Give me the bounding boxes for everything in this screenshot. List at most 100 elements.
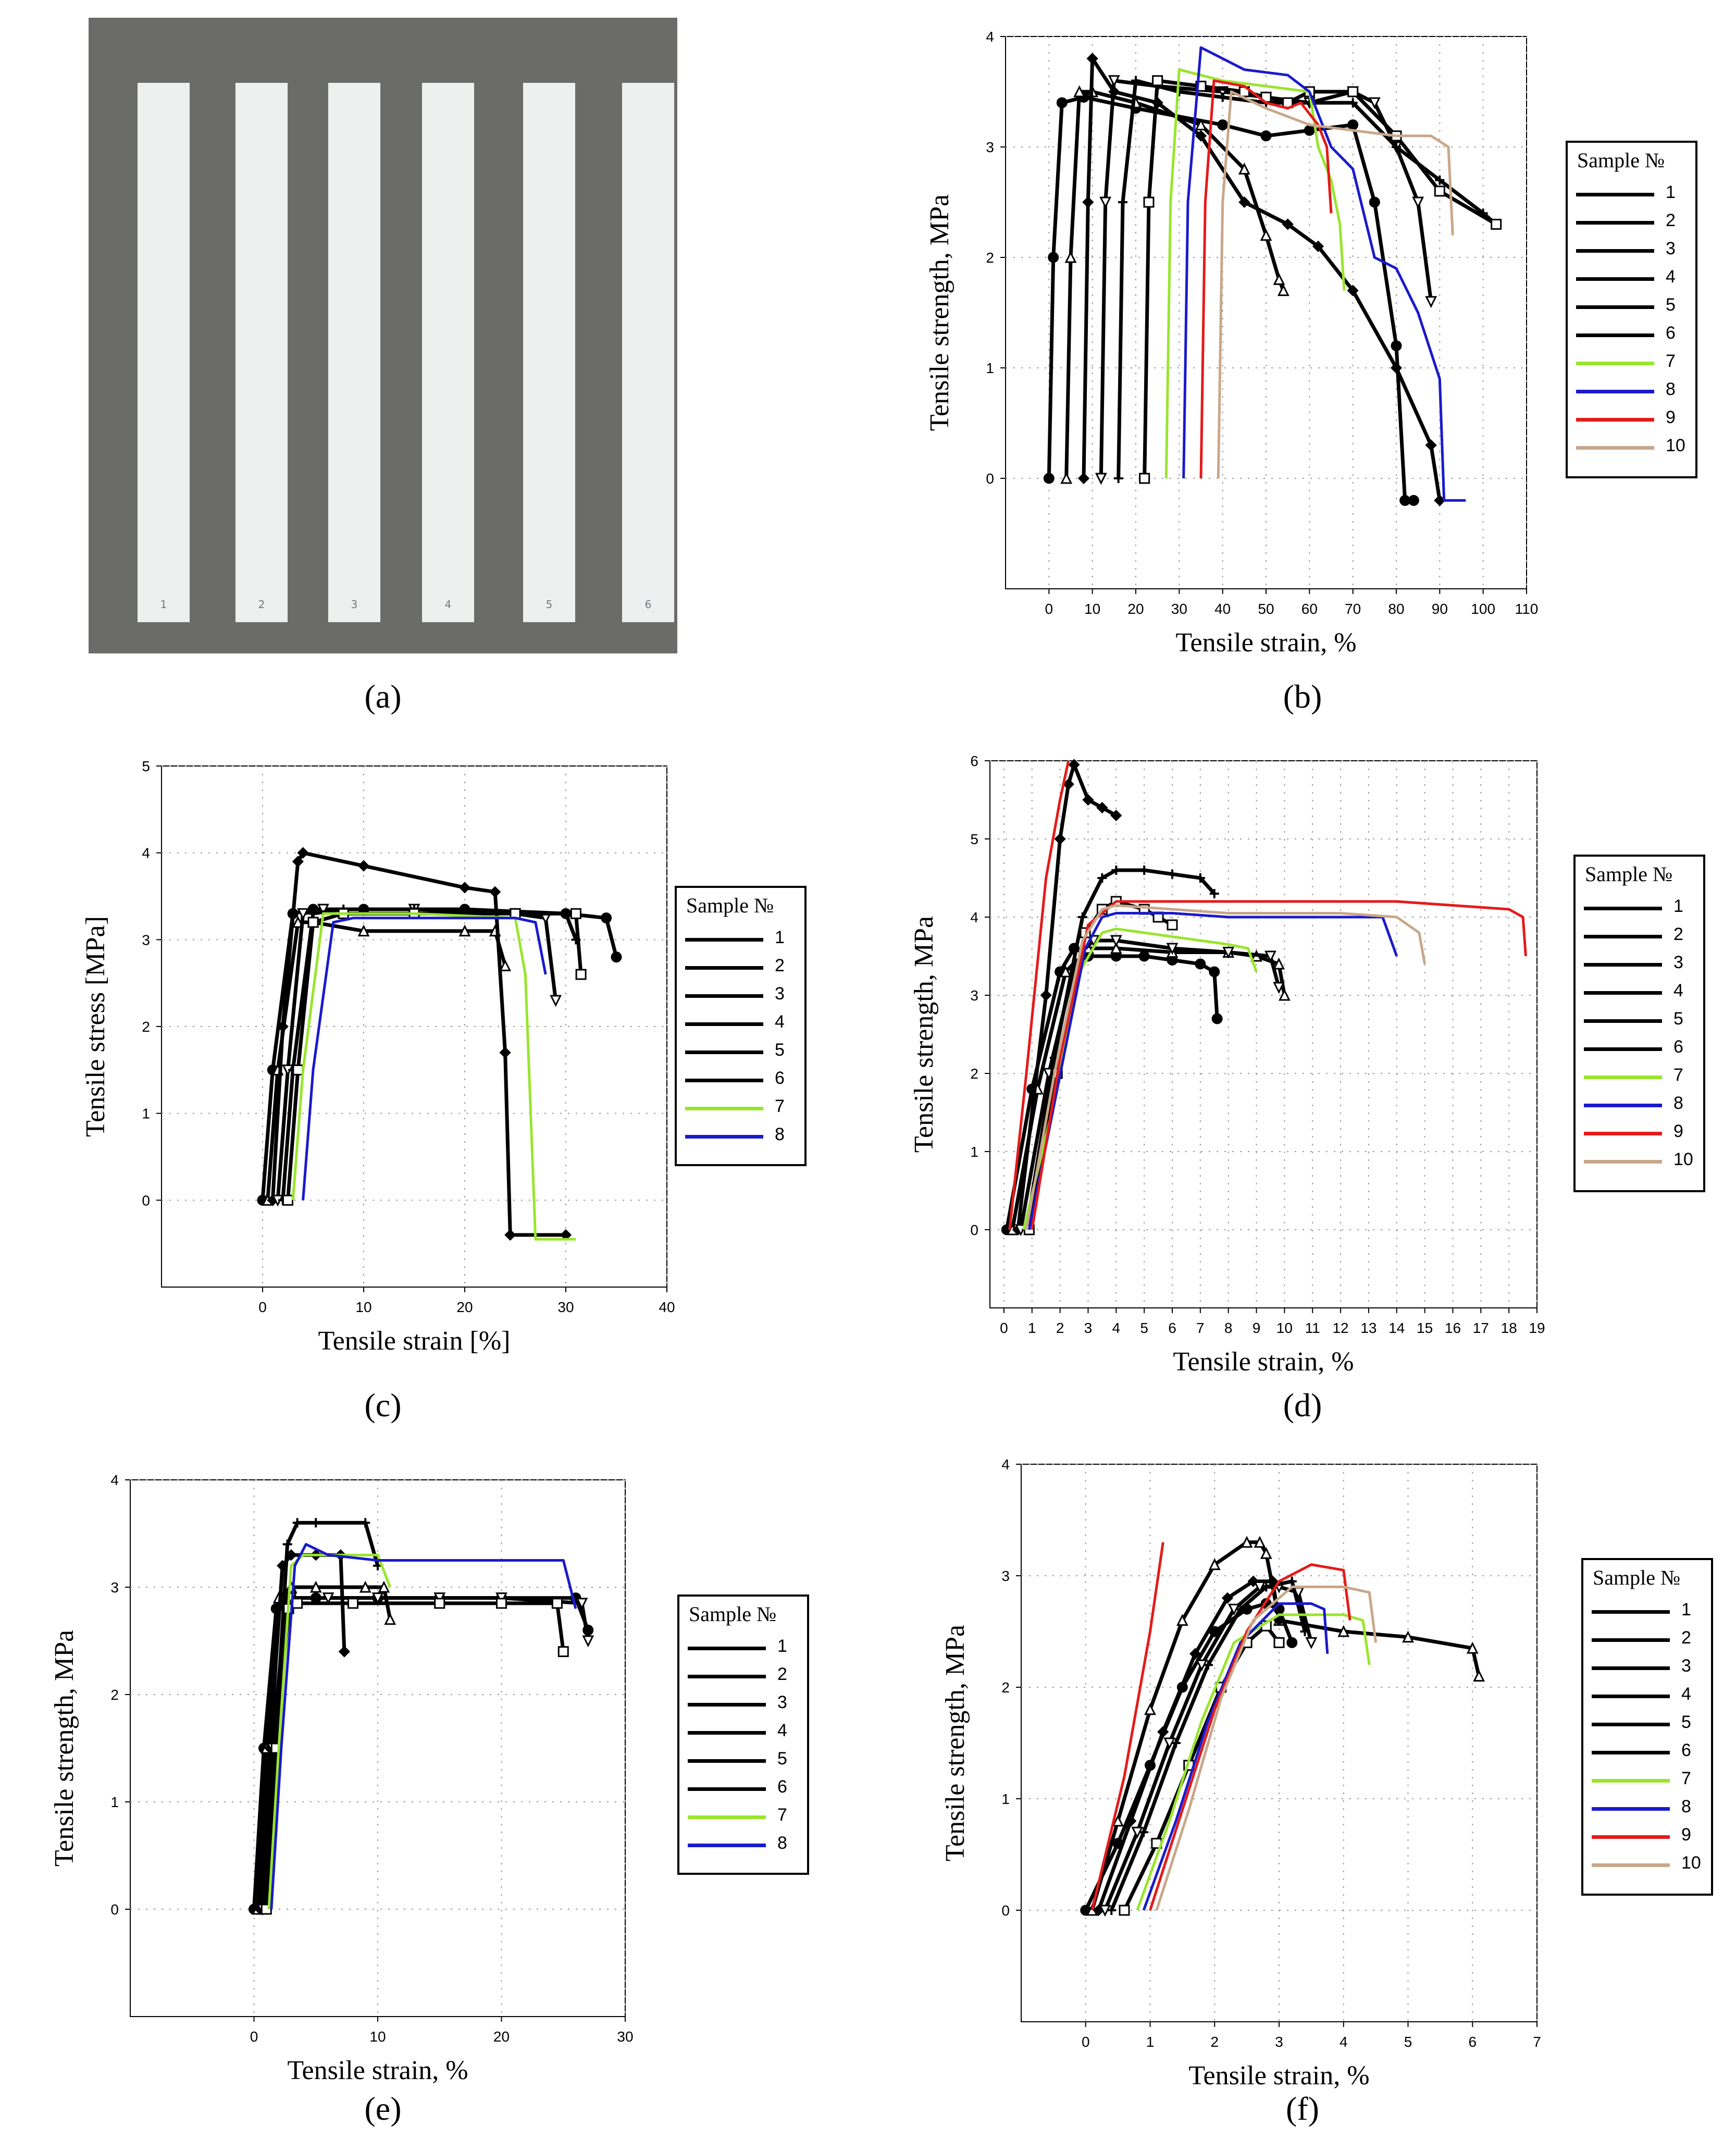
series-line-9b bbox=[1090, 1542, 1164, 1911]
data-marker-5 bbox=[1171, 1738, 1181, 1748]
series-line-7 bbox=[267, 1553, 392, 1910]
data-marker-3 bbox=[1347, 285, 1359, 296]
data-marker-3 bbox=[1125, 1815, 1137, 1827]
data-marker-1 bbox=[1369, 196, 1380, 208]
legend-label: 2 bbox=[775, 956, 785, 975]
specimen-strip: 1 bbox=[138, 83, 190, 622]
data-marker-6 bbox=[1167, 919, 1178, 931]
legend-c: Sample № 1 2 3 4 5 6 7 8 bbox=[675, 886, 807, 1166]
data-marker-4 bbox=[1108, 75, 1120, 88]
legend-swatch bbox=[685, 994, 763, 998]
data-marker-2 bbox=[1195, 118, 1207, 131]
legend-label: 4 bbox=[775, 1012, 785, 1032]
legend-swatch bbox=[685, 966, 763, 970]
x-tick-label: 17 bbox=[1473, 1320, 1489, 1336]
data-marker-4 bbox=[1222, 947, 1235, 959]
data-marker-1 bbox=[1217, 119, 1229, 131]
legend-label: 4 bbox=[777, 1721, 787, 1740]
series-line-8 bbox=[1142, 1602, 1329, 1911]
specimen-strip: 2 bbox=[235, 83, 288, 622]
x-tick-label: 0 bbox=[1045, 601, 1053, 617]
series-line-8 bbox=[302, 917, 547, 1201]
data-marker-2 bbox=[1112, 1814, 1124, 1827]
y-axis-label: Tensile strength, MPa bbox=[909, 916, 939, 1153]
data-marker-4 bbox=[1264, 950, 1276, 963]
x-tick-label: 90 bbox=[1432, 601, 1448, 617]
x-tick-label: 12 bbox=[1332, 1320, 1348, 1336]
data-marker-1 bbox=[1056, 97, 1068, 108]
legend-label: 1 bbox=[1673, 896, 1683, 916]
x-tick-label: 1 bbox=[1146, 2034, 1155, 2050]
data-marker-2 bbox=[1208, 1558, 1221, 1571]
x-tick-label: 3 bbox=[1084, 1320, 1093, 1336]
legend-label: 6 bbox=[1681, 1740, 1691, 1760]
legend-swatch bbox=[685, 1135, 763, 1139]
y-tick-label: 0 bbox=[1001, 1902, 1010, 1919]
legend-swatch bbox=[1592, 1807, 1670, 1811]
data-marker-3 bbox=[1312, 240, 1324, 252]
legend-label: 10 bbox=[1681, 1853, 1701, 1873]
data-marker-3 bbox=[489, 886, 501, 898]
strip-label: 3 bbox=[351, 598, 358, 611]
y-axis-label: Tensile strength, MPa bbox=[940, 1625, 970, 1861]
specimen-strip: 6 bbox=[622, 83, 674, 622]
data-marker-3 bbox=[1282, 218, 1294, 230]
legend-swatch bbox=[1576, 277, 1654, 281]
y-tick-label: 6 bbox=[970, 753, 978, 769]
legend-swatch bbox=[688, 1844, 766, 1847]
data-marker-2 bbox=[1337, 1625, 1350, 1637]
y-tick-label: 0 bbox=[142, 1192, 150, 1208]
data-marker-5 bbox=[361, 1518, 370, 1528]
legend-label: 8 bbox=[1681, 1797, 1691, 1816]
data-marker-5 bbox=[1097, 873, 1107, 883]
x-tick-label: 2 bbox=[1056, 1320, 1064, 1336]
legend-swatch bbox=[688, 1731, 766, 1735]
data-marker-2 bbox=[1073, 85, 1086, 97]
legend-swatch bbox=[1584, 963, 1662, 967]
legend-e: Sample № 1 2 3 4 5 6 7 8 bbox=[677, 1594, 809, 1875]
data-marker-3 bbox=[1247, 1575, 1259, 1587]
plot-frame bbox=[161, 765, 667, 1288]
legend-swatch bbox=[1584, 1160, 1662, 1164]
data-marker-4 bbox=[1368, 97, 1381, 109]
x-tick-label: 19 bbox=[1529, 1320, 1545, 1336]
series-line-2 bbox=[1064, 90, 1285, 479]
x-tick-label: 30 bbox=[617, 2029, 633, 2045]
legend-swatch bbox=[1576, 221, 1654, 225]
data-marker-6 bbox=[292, 1598, 303, 1609]
data-marker-1 bbox=[1286, 1637, 1298, 1648]
panel-caption: (b) bbox=[1283, 678, 1322, 715]
legend-swatch bbox=[1576, 193, 1654, 196]
data-marker-3 bbox=[1086, 53, 1098, 65]
legend-label: 3 bbox=[1666, 239, 1676, 258]
x-tick-label: 5 bbox=[1404, 2034, 1412, 2050]
data-marker-3 bbox=[1238, 196, 1250, 208]
y-tick-label: 3 bbox=[970, 987, 978, 1004]
data-marker-3 bbox=[1390, 362, 1403, 374]
legend-label: 5 bbox=[1681, 1712, 1691, 1732]
x-tick-label: 4 bbox=[1112, 1320, 1121, 1336]
data-marker-6 bbox=[496, 1598, 507, 1609]
x-tick-label: 18 bbox=[1501, 1320, 1517, 1336]
series-line-7 bbox=[1136, 1613, 1371, 1911]
y-tick-label: 1 bbox=[986, 360, 994, 376]
data-marker-6 bbox=[1273, 1637, 1285, 1648]
data-marker-3 bbox=[504, 1229, 516, 1241]
legend-label: 1 bbox=[777, 1636, 787, 1656]
data-marker-5 bbox=[1113, 474, 1123, 483]
legend-swatch bbox=[1592, 1835, 1670, 1839]
data-marker-2 bbox=[1402, 1630, 1414, 1643]
series-line-9 bbox=[1008, 760, 1070, 1230]
data-marker-3 bbox=[1221, 1592, 1234, 1604]
panel-caption: (e) bbox=[364, 2090, 402, 2127]
data-marker-5 bbox=[308, 909, 318, 919]
legend-label: 9 bbox=[1666, 407, 1676, 427]
legend-label: 10 bbox=[1666, 436, 1685, 455]
y-axis-label: Tensile strength, MPa bbox=[925, 194, 954, 431]
data-marker-5 bbox=[1139, 866, 1149, 875]
legend-swatch bbox=[1592, 1779, 1670, 1783]
legend-label: 1 bbox=[775, 928, 785, 947]
plot-frame bbox=[989, 760, 1537, 1308]
x-tick-label: 80 bbox=[1388, 601, 1404, 617]
data-marker-5 bbox=[1111, 866, 1121, 875]
